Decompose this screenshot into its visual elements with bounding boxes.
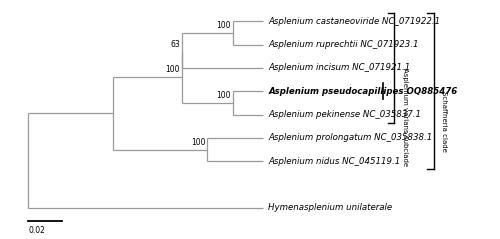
Text: Asplenium prolongatum NC_035838.1: Asplenium prolongatum NC_035838.1 (268, 133, 432, 142)
Text: Schaffneria clade: Schaffneria clade (441, 91, 447, 152)
Text: Asplenium ruprechtii NC_071923.1: Asplenium ruprechtii NC_071923.1 (268, 40, 419, 49)
Text: 100: 100 (216, 91, 231, 100)
Text: Hymenasplenium unilaterale: Hymenasplenium unilaterale (268, 203, 392, 212)
Text: 100: 100 (216, 21, 231, 30)
Text: Asplenium nidus NC_045119.1: Asplenium nidus NC_045119.1 (268, 157, 400, 166)
Text: Asplenium varians subclade: Asplenium varians subclade (402, 68, 407, 166)
Text: 100: 100 (191, 138, 206, 147)
Text: Asplenium castaneoviride NC_071922.1: Asplenium castaneoviride NC_071922.1 (268, 17, 440, 26)
Text: Asplenium pseudocapillipes OQ885476: Asplenium pseudocapillipes OQ885476 (268, 87, 458, 96)
Text: Asplenium pekinense NC_035837.1: Asplenium pekinense NC_035837.1 (268, 110, 422, 119)
Text: 0.02: 0.02 (28, 226, 45, 235)
Text: 100: 100 (166, 65, 180, 74)
Text: 63: 63 (170, 40, 180, 49)
Text: Asplenium incisum NC_071921.1: Asplenium incisum NC_071921.1 (268, 64, 410, 72)
